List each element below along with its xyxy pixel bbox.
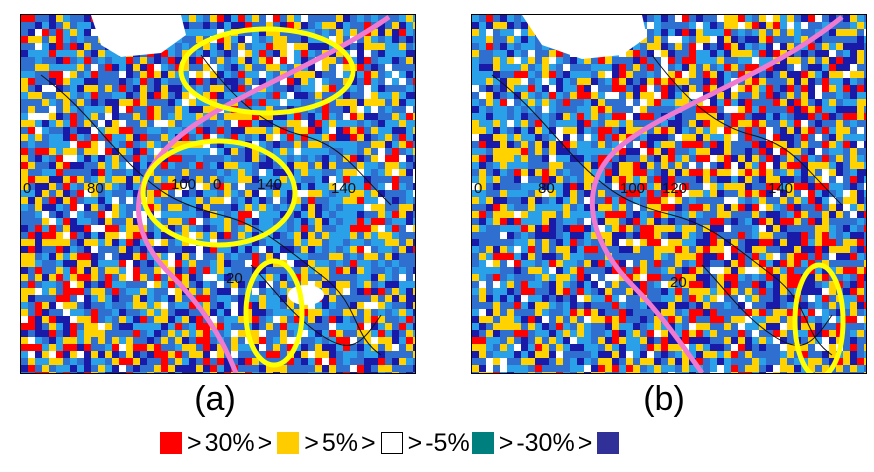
coastline <box>200 54 392 206</box>
map-panel-a: 0 80 100 0 140 140 20 <box>20 14 416 374</box>
legend-gt-symbol: > <box>498 428 514 457</box>
map-a-canvas: 0 80 100 0 140 140 20 <box>21 15 415 373</box>
legend-gt-symbol: > <box>257 428 273 457</box>
trend-curve <box>589 15 844 373</box>
legend: > 30% > > 5% > > -5% > -30% > <box>158 428 621 458</box>
legend-swatch-navy <box>597 432 620 454</box>
lon-tick-label: 80 <box>87 180 104 197</box>
lon-tick-label: 140 <box>768 180 793 197</box>
legend-label-5: 5% <box>321 428 359 457</box>
legend-swatch-white <box>380 432 403 454</box>
lat-tick-label: 20 <box>226 270 243 287</box>
lon-tick-label: 120 <box>662 180 687 197</box>
lon-tick-label: 0 <box>23 180 31 197</box>
legend-gt-symbol: > <box>304 428 319 457</box>
legend-label-30: 30% <box>204 428 255 457</box>
coastline <box>651 54 843 206</box>
legend-swatch-red <box>160 432 182 454</box>
lon-tick-label: 100 <box>171 176 196 193</box>
coastline <box>40 74 382 356</box>
lon-tick-label: 0 <box>213 176 221 193</box>
lon-tick-label: 140 <box>331 180 356 197</box>
legend-label-minus5: -5% <box>425 428 470 457</box>
legend-swatch-teal <box>471 432 494 454</box>
highlight-ellipse <box>243 258 305 368</box>
map-panel-b: 0 80 100 120 140 20 <box>471 14 867 374</box>
highlight-ellipse <box>178 26 356 116</box>
land-mask <box>91 15 186 57</box>
caption-a: (a) <box>194 380 236 418</box>
lon-tick-label: 0 <box>474 180 482 197</box>
data-field <box>472 15 866 373</box>
land-mask <box>522 15 647 59</box>
highlight-ellipse <box>140 138 298 248</box>
lat-tick-label: 20 <box>670 274 687 291</box>
legend-label-minus30: -30% <box>516 428 575 457</box>
legend-gt-symbol: > <box>361 428 376 457</box>
map-b-canvas: 0 80 100 120 140 20 <box>472 15 866 373</box>
legend-gt-symbol: > <box>577 428 593 457</box>
lon-tick-label: 80 <box>538 180 555 197</box>
land-mask <box>288 285 324 305</box>
legend-gt-symbol: > <box>407 428 423 457</box>
legend-swatch-yellow <box>277 432 300 454</box>
legend-gt-symbol: > <box>187 428 202 457</box>
lon-tick-label: 100 <box>620 180 645 197</box>
coastline <box>701 264 833 346</box>
coastline <box>250 264 382 346</box>
lon-tick-label: 140 <box>257 176 282 193</box>
caption-b: (b) <box>643 380 685 418</box>
highlight-ellipse <box>792 262 846 373</box>
